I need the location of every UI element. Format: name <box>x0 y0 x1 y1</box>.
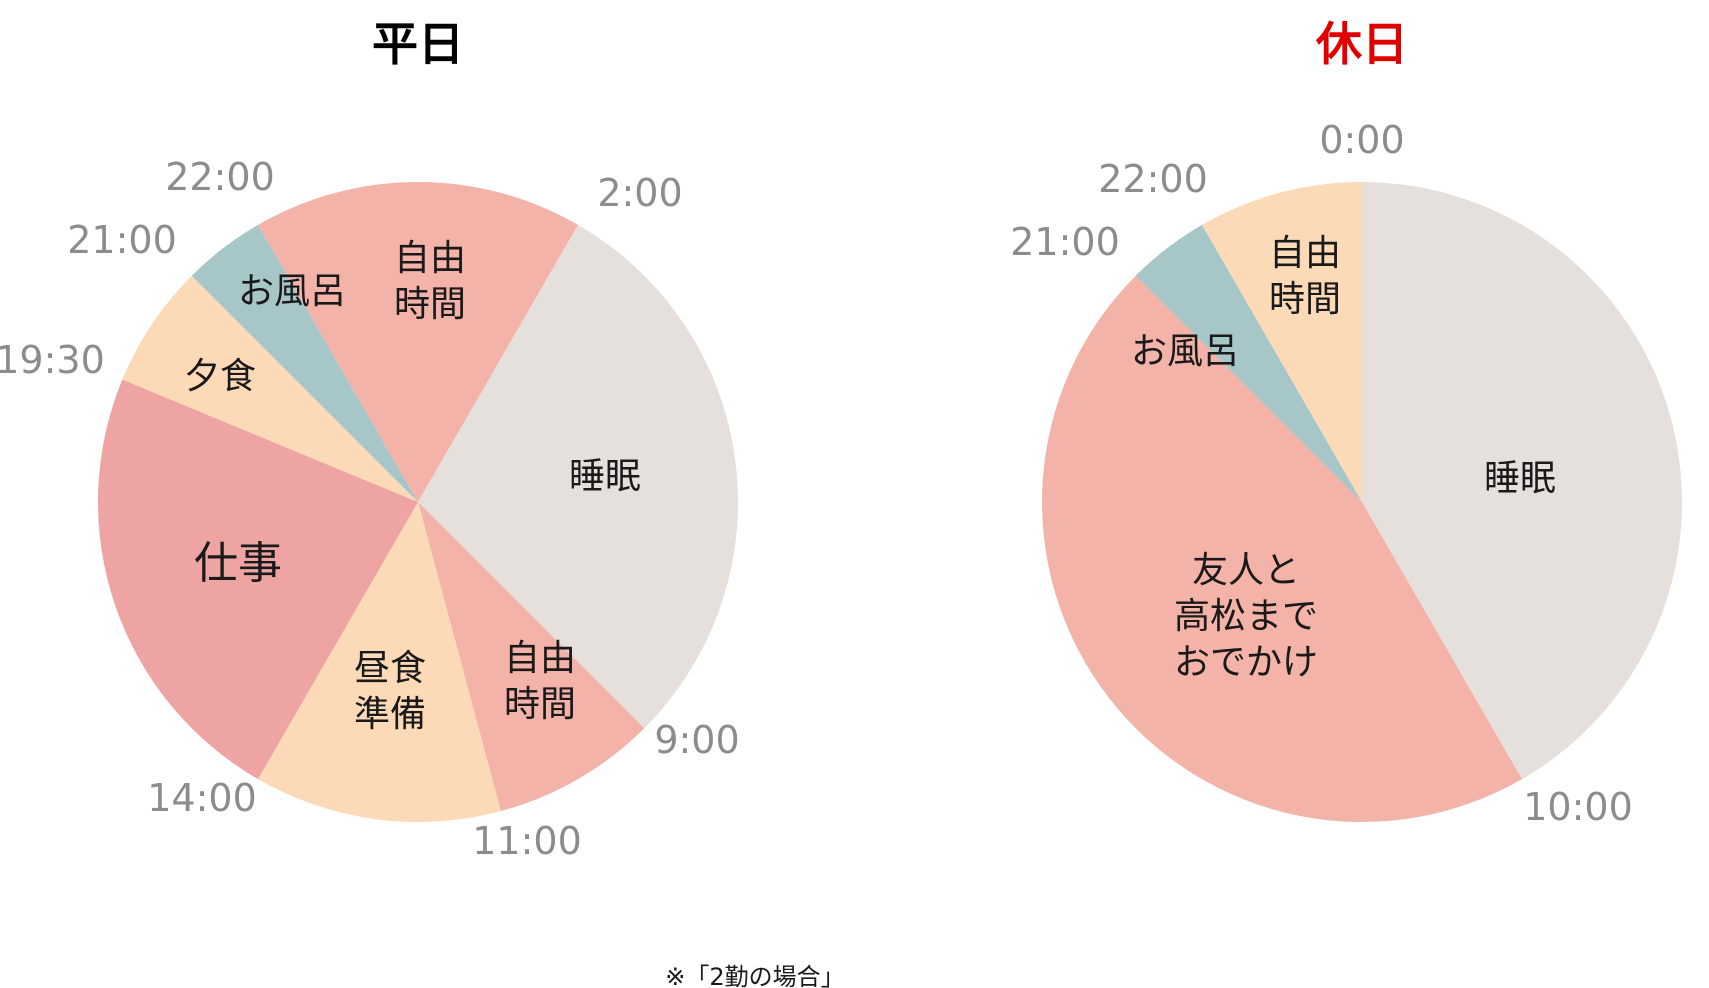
slice-label: お風呂 <box>1131 331 1239 372</box>
chart-title: 平日 <box>372 17 464 71</box>
chart-title: 休日 <box>1315 17 1408 71</box>
slice-label: 昼食準備 <box>354 648 426 735</box>
time-label: 11:00 <box>472 819 582 863</box>
slice-label: 仕事 <box>194 538 282 589</box>
time-label: 22:00 <box>1098 157 1208 201</box>
pie-slice <box>1362 182 1682 780</box>
time-label: 10:00 <box>1523 785 1633 829</box>
slice-label: 自由時間 <box>504 638 576 725</box>
footnote: ※「2勤の場合」 <box>665 963 844 988</box>
pie-slice <box>258 181 578 502</box>
slice-label: 自由時間 <box>1269 233 1341 320</box>
time-label: 14:00 <box>147 776 257 820</box>
pie-slice <box>258 502 501 822</box>
time-label: 9:00 <box>654 718 739 762</box>
time-label: 21:00 <box>1010 220 1120 264</box>
slice-label: 友人と高松までおでかけ <box>1174 550 1318 683</box>
time-label: 0:00 <box>1319 118 1404 162</box>
pie-slice <box>418 502 645 812</box>
slice-label: 自由時間 <box>394 238 466 325</box>
slice-label: お風呂 <box>238 271 346 312</box>
time-label: 19:30 <box>0 338 105 382</box>
time-label: 21:00 <box>67 218 177 262</box>
slice-label: 睡眠 <box>1484 458 1556 499</box>
pie-slice <box>191 224 418 502</box>
pie-slice <box>1042 275 1522 822</box>
weekday-pie-chart: 平日睡眠自由時間昼食準備仕事夕食お風呂自由時間2:009:0011:0014:0… <box>0 17 740 863</box>
pie-slice <box>1135 224 1362 502</box>
slice-label: 睡眠 <box>569 456 641 497</box>
pie-slice <box>1202 182 1362 502</box>
slice-label: 夕食 <box>184 356 256 397</box>
time-label: 2:00 <box>597 171 682 215</box>
pie-slice <box>97 379 418 780</box>
pie-slice <box>418 224 738 729</box>
pie-slice <box>122 275 418 502</box>
time-label: 22:00 <box>165 155 275 199</box>
